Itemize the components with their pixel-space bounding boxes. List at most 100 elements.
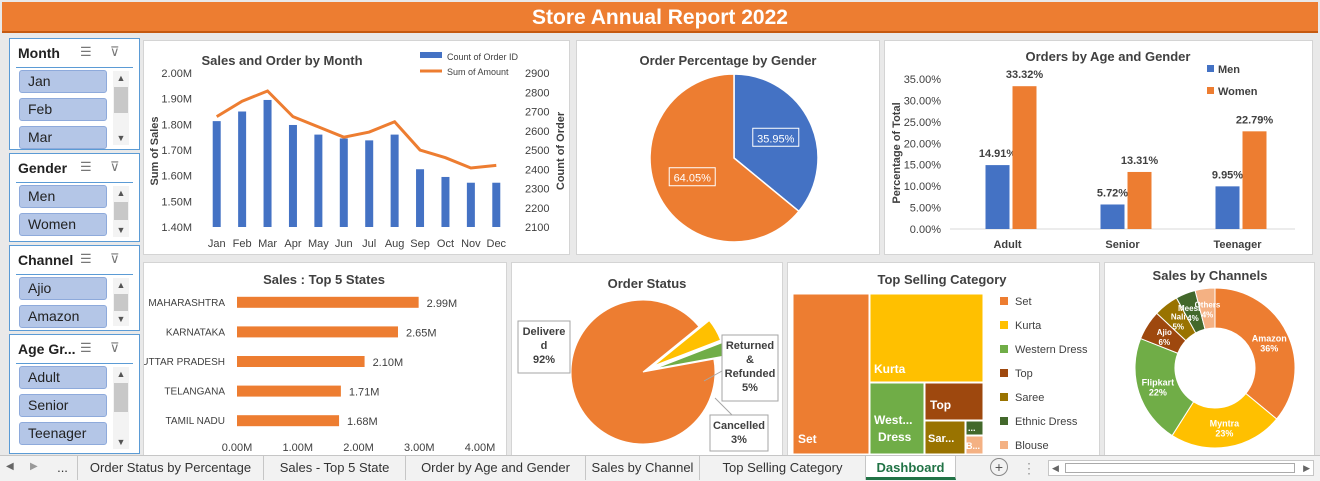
slicer-scrollbar[interactable]: ▲ ▼ bbox=[113, 278, 129, 326]
scroll-thumb[interactable] bbox=[114, 294, 128, 311]
clear-filter-icon[interactable]: ⊽ bbox=[110, 44, 120, 59]
slicer-scrollbar[interactable]: ▲ ▼ bbox=[113, 71, 129, 145]
data-label-box bbox=[709, 414, 769, 452]
multi-select-icon[interactable]: ☰ bbox=[80, 251, 92, 266]
scroll-down-icon[interactable]: ▼ bbox=[116, 133, 126, 143]
data-label: 64.05% bbox=[674, 173, 712, 185]
slicer-item[interactable]: Adult bbox=[19, 366, 107, 389]
slicer-item[interactable]: Teenager bbox=[19, 422, 107, 445]
multi-select-icon[interactable]: ☰ bbox=[80, 44, 92, 59]
bar bbox=[237, 296, 419, 308]
data-label: 5% bbox=[1172, 323, 1184, 332]
y-tick-label: 1.40M bbox=[161, 222, 192, 234]
data-label: 1.71M bbox=[349, 387, 380, 399]
slicer-header: Channel bbox=[18, 252, 74, 268]
sheet-tab[interactable]: Top Selling Category bbox=[700, 456, 866, 480]
x-tick-label: 3.00M bbox=[404, 442, 435, 454]
scroll-left-arrow-icon[interactable]: ◀ bbox=[1052, 463, 1059, 473]
scroll-thumb[interactable] bbox=[1065, 463, 1295, 473]
pie-slice bbox=[649, 73, 800, 243]
slicer-item[interactable]: Senior bbox=[19, 394, 107, 417]
data-label: Myntra bbox=[1210, 418, 1240, 428]
bar bbox=[466, 182, 475, 227]
slicer-item[interactable]: Mar bbox=[19, 126, 107, 149]
tab-scroll-left-icon[interactable]: ◀ bbox=[6, 461, 14, 472]
y2-tick-label: 2300 bbox=[525, 184, 549, 196]
chart-age-gender-panel[interactable]: Orders by Age and Gender 35.00% 30.00% 25.0… bbox=[884, 40, 1313, 255]
data-label: 36% bbox=[1260, 343, 1278, 353]
slicer-item[interactable]: Jan bbox=[19, 70, 107, 93]
bar bbox=[1242, 131, 1267, 229]
treemap-block bbox=[924, 382, 984, 421]
add-sheet-icon[interactable]: + bbox=[990, 458, 1008, 476]
data-label: 2.10M bbox=[373, 357, 404, 369]
y-axis-label: Sum of Sales bbox=[149, 116, 161, 185]
legend-label: Top bbox=[1015, 368, 1033, 380]
data-label: 2.65M bbox=[406, 327, 437, 339]
scroll-thumb[interactable] bbox=[114, 87, 128, 113]
slicer-header: Gender bbox=[18, 160, 68, 176]
tab-more[interactable]: ... bbox=[48, 456, 78, 480]
scroll-thumb[interactable] bbox=[114, 202, 128, 220]
scroll-up-icon[interactable]: ▲ bbox=[116, 188, 126, 198]
leader-line bbox=[703, 370, 723, 382]
sheet-tab[interactable]: Order Status by Percentage bbox=[78, 456, 264, 480]
y-tick-label: 15.00% bbox=[904, 160, 942, 172]
data-label: 22% bbox=[1149, 388, 1167, 398]
chart-order-status-panel[interactable]: Order Status Delivere d 92% Returned & Refunde… bbox=[511, 262, 783, 456]
sheet-tab[interactable]: Sales - Top 5 State bbox=[264, 456, 406, 480]
y-tick-label: 5.00% bbox=[910, 203, 941, 215]
data-label: Meesho bbox=[1178, 304, 1208, 313]
scroll-up-icon[interactable]: ▲ bbox=[116, 73, 126, 83]
sheet-tab[interactable]: Order by Age and Gender bbox=[406, 456, 586, 480]
chart-sales-month-panel[interactable]: Sales and Order by Month 2.00M 1.90M 1.80M 1… bbox=[143, 40, 570, 255]
chart-title: Sales : Top 5 States bbox=[263, 272, 385, 287]
series-line bbox=[215, 89, 497, 170]
data-label: 23% bbox=[1215, 428, 1233, 438]
bar bbox=[1100, 204, 1125, 229]
scroll-right-arrow-icon[interactable]: ▶ bbox=[1303, 463, 1310, 473]
data-label: Returned bbox=[726, 340, 774, 352]
slicer-scrollbar[interactable]: ▲ ▼ bbox=[113, 367, 129, 449]
slicer-item[interactable]: Amazon bbox=[19, 305, 107, 328]
data-label: 14.91% bbox=[979, 148, 1017, 160]
scroll-up-icon[interactable]: ▲ bbox=[116, 369, 126, 379]
chart-channels-panel[interactable]: Sales by Channels Amazon 36% Myntra 23% Flipk… bbox=[1104, 262, 1315, 456]
sheet-tab[interactable]: Dashboard bbox=[866, 456, 956, 480]
slicer-item[interactable]: Women bbox=[19, 213, 107, 236]
slicer-item[interactable]: Feb bbox=[19, 98, 107, 121]
clear-filter-icon[interactable]: ⊽ bbox=[110, 159, 120, 174]
x-tick-label: 4.00M bbox=[465, 442, 496, 454]
scroll-down-icon[interactable]: ▼ bbox=[116, 225, 126, 235]
chart-top-states-panel[interactable]: Sales : Top 5 States MAHARASHTRA 2.99M KARN… bbox=[141, 262, 507, 456]
bar bbox=[237, 326, 398, 338]
scroll-up-icon[interactable]: ▲ bbox=[116, 280, 126, 290]
multi-select-icon[interactable]: ☰ bbox=[80, 340, 92, 355]
legend-swatch bbox=[1000, 393, 1008, 401]
horizontal-scrollbar[interactable]: ◀ ▶ bbox=[1048, 460, 1314, 476]
chart-gender-pie-panel[interactable]: Order Percentage by Gender 35.95% 64.05% bbox=[576, 40, 880, 255]
data-label: 3% bbox=[731, 434, 747, 446]
multi-select-icon[interactable]: ☰ bbox=[80, 159, 92, 174]
bar bbox=[1127, 171, 1152, 229]
clear-filter-icon[interactable]: ⊽ bbox=[110, 340, 120, 355]
legend-label: Saree bbox=[1015, 392, 1044, 404]
slicer-header: Age Gr... bbox=[18, 341, 76, 357]
scroll-down-icon[interactable]: ▼ bbox=[116, 437, 126, 447]
slicer-item[interactable]: Ajio bbox=[19, 277, 107, 300]
clear-filter-icon[interactable]: ⊽ bbox=[110, 251, 120, 266]
legend-swatch bbox=[1000, 345, 1008, 353]
slicer-scrollbar[interactable]: ▲ ▼ bbox=[113, 186, 129, 237]
sheet-tab[interactable]: Sales by Channel bbox=[586, 456, 700, 480]
legend-swatch bbox=[1000, 369, 1008, 377]
chart-category-panel[interactable]: Top Selling Category Set Kurta West... Dress… bbox=[787, 262, 1100, 456]
data-label: 9.95% bbox=[1212, 169, 1243, 181]
donut-slice bbox=[1214, 287, 1296, 420]
slicer-item[interactable]: Men bbox=[19, 185, 107, 208]
scroll-thumb[interactable] bbox=[114, 383, 128, 412]
scroll-down-icon[interactable]: ▼ bbox=[116, 314, 126, 324]
data-label-box bbox=[752, 127, 800, 147]
tab-split-handle-icon[interactable]: ⋮ bbox=[1022, 460, 1036, 476]
legend-label: Set bbox=[1015, 296, 1032, 308]
tab-scroll-right-icon[interactable]: ▶ bbox=[30, 461, 38, 472]
